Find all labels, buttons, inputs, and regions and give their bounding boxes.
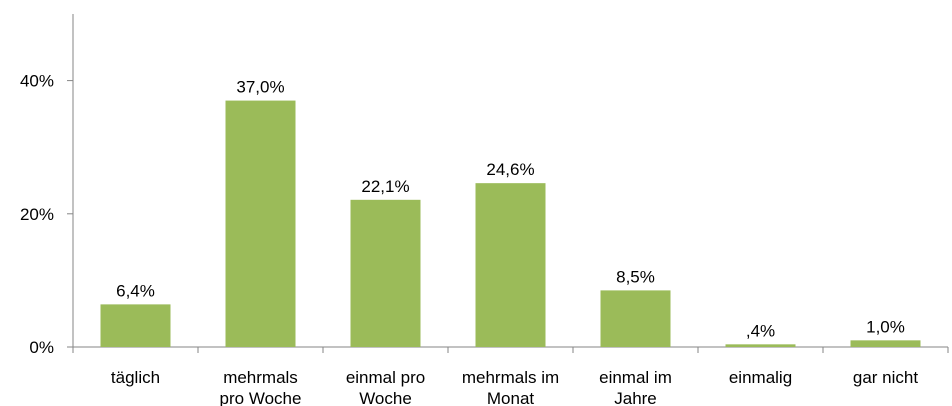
category-label: Monat [487,389,535,406]
data-label: 8,5% [616,267,655,286]
category-label: pro Woche [220,389,302,406]
data-label: 1,0% [866,317,905,336]
x-axis [72,346,949,353]
y-tick-label: 0% [29,338,54,357]
y-tick-label: 20% [20,205,54,224]
category-label: Jahre [614,389,657,406]
data-label: 22,1% [361,177,409,196]
y-tick-label: 40% [20,72,54,91]
data-label: ,4% [746,321,775,340]
bar [350,199,421,347]
bar [475,183,546,347]
bar [225,100,296,347]
bar [100,304,171,347]
bar [600,290,671,347]
data-label: 6,4% [116,281,155,300]
category-label: mehrmals [223,368,298,387]
category-label: gar nicht [853,368,918,387]
category-label: mehrmals im [462,368,559,387]
category-label: täglich [111,368,160,387]
category-label: einmal im [599,368,672,387]
y-axis: 0% 20% 40% [20,14,74,357]
data-label: 24,6% [486,160,534,179]
bar [850,340,921,347]
category-label: einmal pro [346,368,425,387]
data-label: 37,0% [236,78,284,97]
category-label: einmalig [729,368,792,387]
bar [725,344,796,347]
category-label: Woche [359,389,412,406]
category-labels: täglich mehrmals pro Woche einmal pro Woche m… [111,368,918,406]
bars [100,100,921,347]
data-labels: 6,4% 37,0% 22,1% 24,6% 8,5% ,4% 1,0% [116,78,905,341]
